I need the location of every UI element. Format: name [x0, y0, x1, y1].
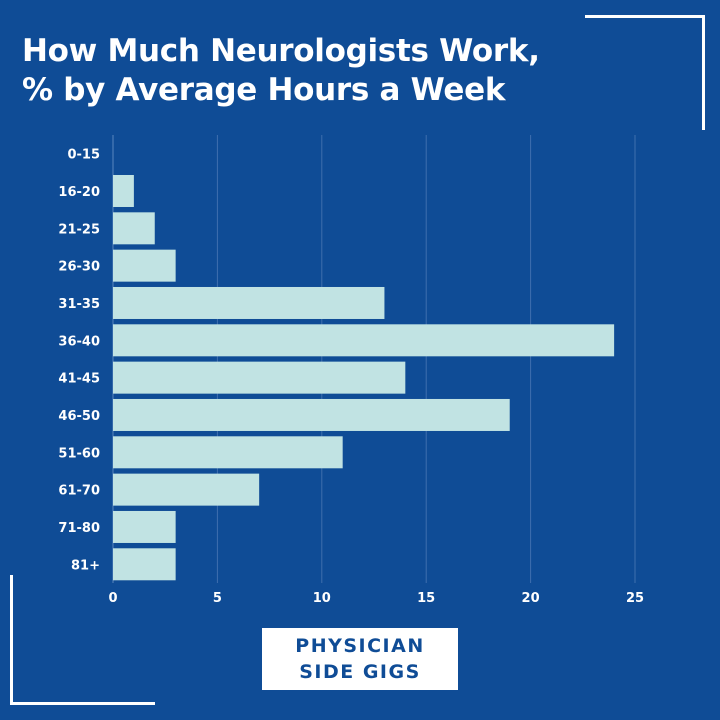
- bar-61-70: [113, 473, 260, 506]
- category-label: 36-40: [58, 334, 100, 349]
- bar-36-40: [113, 324, 615, 357]
- x-tick-label: 0: [108, 591, 117, 606]
- bar-41-45: [113, 361, 406, 394]
- category-label: 41-45: [58, 372, 100, 387]
- x-tick-labels: 0 5 10 15 20 25: [108, 591, 644, 606]
- x-tick-label: 10: [313, 591, 331, 606]
- category-label: 16-20: [58, 185, 100, 200]
- gridlines: [112, 135, 636, 583]
- bar-81+: [113, 548, 176, 581]
- frame-corner-bottom-left-vertical: [10, 575, 13, 705]
- bar-chart: 0-15 16-20 21-25 26-30 31-35 36-40 41-45 46-50 5…: [58, 135, 644, 606]
- bars: [113, 174, 615, 581]
- x-tick-label: 25: [626, 591, 644, 606]
- x-tick-label: 5: [213, 591, 222, 606]
- frame-corner-top-right-horizontal: [585, 15, 705, 18]
- category-label: 61-70: [58, 484, 100, 499]
- bar-16-20: [113, 174, 134, 207]
- physician-side-gigs-logo: PHYSICIAN SIDE GIGS: [262, 628, 458, 690]
- chart-title-line-2: % by Average Hours a Week: [22, 72, 506, 108]
- bar-26-30: [113, 249, 176, 282]
- category-label: 46-50: [58, 409, 100, 424]
- bar-31-35: [113, 286, 385, 319]
- category-label: 0-15: [67, 148, 100, 163]
- category-label: 81+: [71, 558, 100, 573]
- frame-corner-top-right-vertical: [702, 15, 705, 130]
- bar-71-80: [113, 510, 176, 543]
- category-labels: 0-15 16-20 21-25 26-30 31-35 36-40 41-45 46-50 5…: [58, 148, 100, 574]
- chart-title-line-1: How Much Neurologists Work,: [22, 33, 540, 69]
- bar-51-60: [113, 436, 343, 469]
- category-label: 71-80: [58, 521, 100, 536]
- logo-line-1: PHYSICIAN: [295, 635, 425, 657]
- x-tick-label: 15: [417, 591, 435, 606]
- category-label: 21-25: [58, 222, 100, 237]
- bar-21-25: [113, 212, 155, 245]
- logo-line-2: SIDE GIGS: [299, 661, 421, 683]
- x-tick-label: 20: [522, 591, 540, 606]
- category-label: 31-35: [58, 297, 100, 312]
- frame-corner-bottom-left-horizontal: [10, 702, 155, 705]
- bar-46-50: [113, 398, 510, 431]
- chart-title: How Much Neurologists Work, % by Average…: [22, 32, 642, 110]
- category-label: 51-60: [58, 446, 100, 461]
- category-label: 26-30: [58, 260, 100, 275]
